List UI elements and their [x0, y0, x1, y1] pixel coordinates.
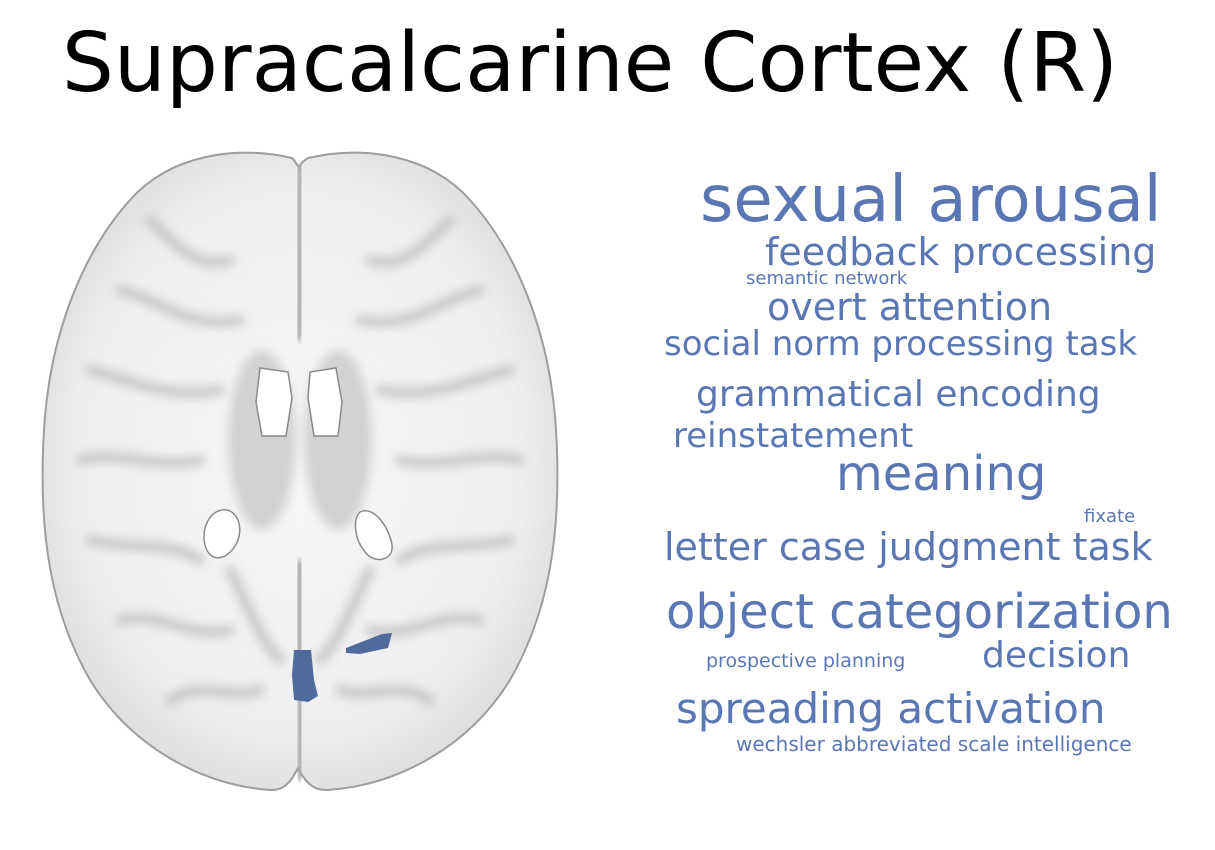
term-feedback-processing: feedback processing	[765, 230, 1157, 274]
page-title: Supracalcarine Cortex (R)	[61, 16, 1119, 111]
term-object-categorization: object categorization	[666, 584, 1173, 640]
term-word-cloud: sexual arousal feedback processing seman…	[640, 150, 1210, 790]
term-semantic-network: semantic network	[746, 268, 908, 289]
gyri-pattern	[75, 215, 525, 705]
term-social-norm-processing-task: social norm processing task	[664, 324, 1138, 364]
term-wechsler-abbreviated-scale-intelligence: wechsler abbreviated scale intelligence	[736, 732, 1132, 756]
term-spreading-activation: spreading activation	[676, 684, 1106, 733]
brain-slice-image	[30, 140, 570, 800]
term-sexual-arousal: sexual arousal	[700, 163, 1162, 237]
term-overt-attention: overt attention	[767, 285, 1053, 329]
highlighted-region	[292, 633, 392, 702]
term-fixate: fixate	[1084, 506, 1136, 527]
term-decision: decision	[982, 635, 1131, 676]
ventricles	[203, 367, 393, 561]
term-prospective-planning: prospective planning	[706, 650, 906, 672]
term-meaning: meaning	[836, 446, 1047, 502]
brain-axial-slice-icon	[41, 151, 559, 792]
term-grammatical-encoding: grammatical encoding	[696, 374, 1101, 415]
term-reinstatement: reinstatement	[673, 416, 914, 456]
term-letter-case-judgment-task: letter case judgment task	[664, 525, 1153, 569]
